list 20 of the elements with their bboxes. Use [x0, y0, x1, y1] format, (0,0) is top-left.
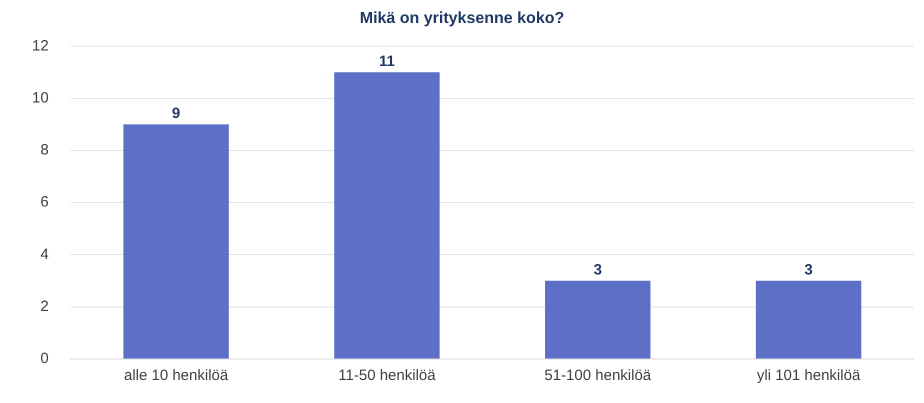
data-label: 11 [379, 52, 395, 70]
x-tick-label: yli 101 henkilöä [756, 367, 861, 384]
y-tick-label: 10 [32, 89, 49, 106]
bar [545, 280, 650, 358]
bar [334, 72, 440, 358]
y-tick-label: 2 [40, 298, 49, 316]
y-tick-label: 12 [32, 37, 49, 54]
data-label: 3 [804, 261, 813, 278]
y-tick-label: 4 [40, 246, 49, 263]
x-tick-label: 11-50 henkilöä [338, 367, 436, 384]
y-tick-label: 6 [40, 194, 49, 211]
x-tick-label: 51-100 henkilöä [544, 367, 652, 384]
bar [123, 124, 229, 358]
x-tick-label: alle 10 henkilöä [124, 367, 229, 384]
data-label: 3 [594, 261, 602, 278]
data-label: 9 [172, 105, 180, 122]
bar [756, 280, 862, 358]
y-tick-label: 0 [40, 350, 49, 368]
chart-title: Mikä on yrityksenne koko? [360, 10, 564, 28]
y-tick-label: 8 [40, 142, 49, 159]
